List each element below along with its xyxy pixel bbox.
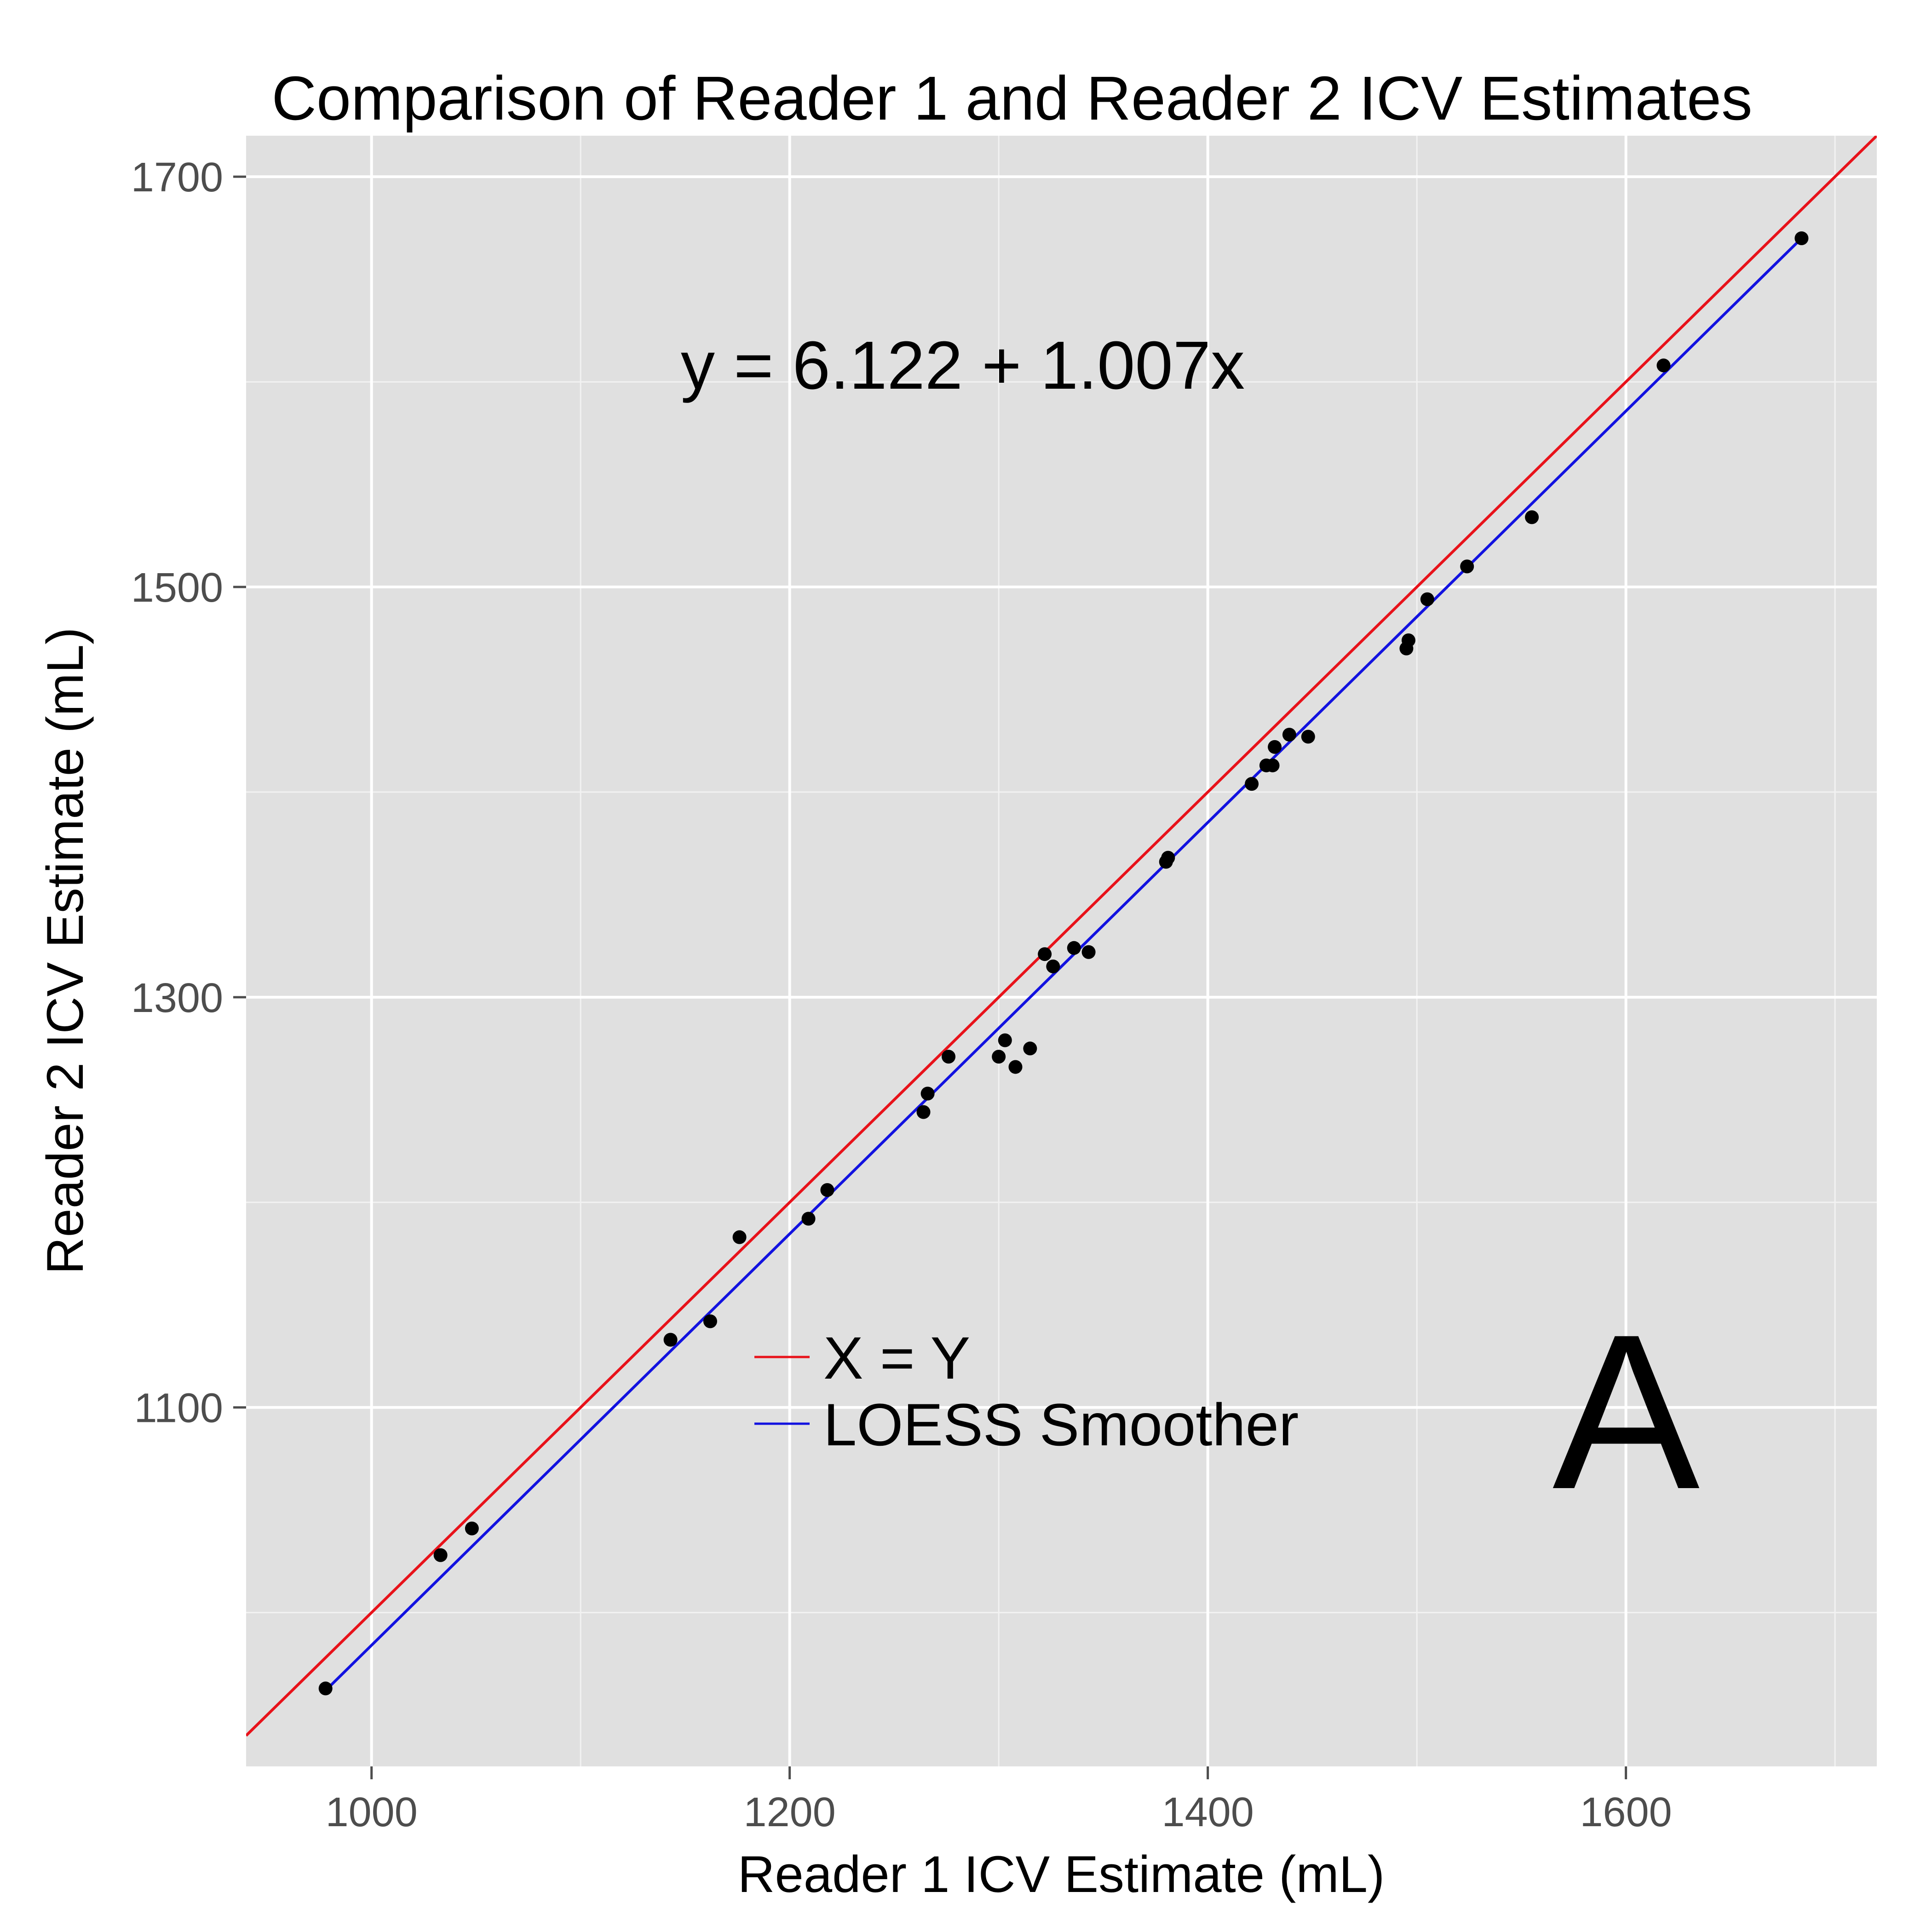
panel-letter: A xyxy=(1552,1288,1701,1535)
data-point xyxy=(1282,728,1296,742)
data-point xyxy=(1245,777,1259,791)
data-point xyxy=(433,1548,448,1562)
data-point xyxy=(732,1230,747,1244)
grid-major xyxy=(246,136,1877,1766)
legend-label-loess: LOESS Smoother xyxy=(823,1391,1299,1458)
data-point xyxy=(1794,231,1809,245)
loess-smoother-line xyxy=(324,237,1803,1692)
regression-equation: y = 6.122 + 1.007x xyxy=(681,328,1245,403)
legend: X = Y LOESS Smoother xyxy=(754,1324,1299,1458)
data-point xyxy=(801,1212,816,1226)
identity-line xyxy=(246,136,1877,1737)
fit-lines xyxy=(246,136,1877,1737)
y-axis-ticks: 1100 1300 1500 1700 xyxy=(131,155,246,1432)
grid-minor xyxy=(246,136,1877,1766)
x-tick-label: 1000 xyxy=(326,1789,418,1835)
x-tick-label: 1600 xyxy=(1580,1789,1672,1835)
data-point xyxy=(1008,1060,1023,1074)
data-point xyxy=(942,1050,956,1064)
data-point xyxy=(1656,358,1671,373)
data-point xyxy=(1046,959,1060,973)
data-point xyxy=(1401,633,1415,647)
data-point xyxy=(1038,947,1052,961)
y-axis-label: Reader 2 ICV Estimate (mL) xyxy=(36,627,94,1275)
data-points xyxy=(318,231,1809,1696)
data-point xyxy=(1268,740,1282,754)
data-point xyxy=(663,1333,678,1347)
data-point xyxy=(920,1087,935,1101)
y-tick-label: 1100 xyxy=(134,1386,223,1432)
data-point xyxy=(916,1105,931,1119)
data-point xyxy=(820,1183,834,1197)
data-point xyxy=(703,1314,717,1328)
data-point xyxy=(1460,559,1474,574)
data-point xyxy=(318,1681,333,1696)
y-tick-label: 1500 xyxy=(131,565,223,611)
legend-label-xy-line: X = Y xyxy=(823,1324,970,1392)
x-axis-label: Reader 1 ICV Estimate (mL) xyxy=(738,1846,1385,1903)
y-tick-label: 1300 xyxy=(131,975,223,1021)
x-tick-label: 1400 xyxy=(1162,1789,1254,1835)
data-point xyxy=(1067,941,1081,955)
data-point xyxy=(1420,592,1434,606)
x-tick-label: 1200 xyxy=(744,1789,836,1835)
data-point xyxy=(1081,945,1096,959)
data-point xyxy=(992,1050,1006,1064)
data-point xyxy=(1161,851,1175,865)
data-point xyxy=(1023,1041,1037,1056)
data-point xyxy=(1525,510,1539,524)
x-axis-ticks: 1000 1200 1400 1600 xyxy=(326,1766,1672,1835)
chart-title: Comparison of Reader 1 and Reader 2 ICV … xyxy=(271,63,1752,133)
y-tick-label: 1700 xyxy=(131,155,223,201)
data-point xyxy=(465,1521,479,1535)
data-point xyxy=(998,1033,1012,1047)
data-point xyxy=(1265,758,1280,772)
plot-panel xyxy=(246,136,1877,1766)
data-point xyxy=(1301,730,1315,744)
